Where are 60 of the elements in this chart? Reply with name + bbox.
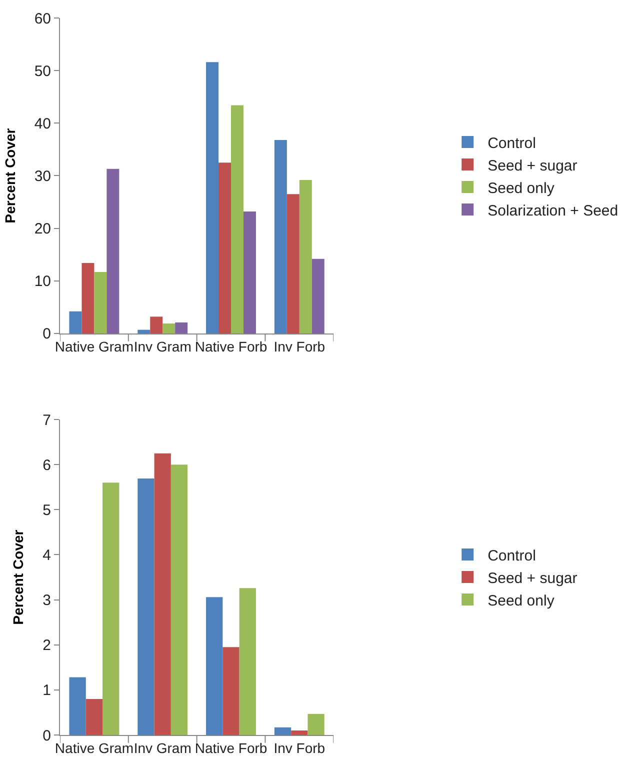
legend-label: Seed only bbox=[488, 180, 555, 197]
bar bbox=[162, 323, 176, 334]
bar bbox=[69, 311, 82, 334]
x-tick-label: Inv Forb bbox=[274, 338, 326, 354]
x-tick-label: Inv Gram bbox=[134, 338, 192, 354]
bar bbox=[206, 597, 223, 735]
legend-label: Seed + sugar bbox=[488, 570, 578, 587]
bar bbox=[274, 727, 292, 735]
bar bbox=[206, 62, 219, 334]
bar bbox=[239, 588, 256, 735]
bar bbox=[308, 714, 324, 735]
y-tick-label: 30 bbox=[34, 168, 51, 185]
y-tick-label: 20 bbox=[34, 220, 51, 238]
x-tick-label: Native Gram bbox=[54, 740, 134, 756]
y-tick-label: 3 bbox=[42, 592, 51, 610]
bar bbox=[291, 730, 308, 735]
bar bbox=[138, 478, 154, 735]
bar bbox=[231, 105, 244, 334]
bar bbox=[274, 140, 287, 334]
legend-label: Seed only bbox=[488, 592, 555, 610]
y-tick-label: 10 bbox=[34, 273, 51, 290]
bar bbox=[175, 322, 188, 334]
y-tick-label: 0 bbox=[42, 727, 51, 744]
bar bbox=[69, 677, 86, 735]
y-tick-label: 50 bbox=[34, 62, 51, 80]
bar bbox=[82, 263, 94, 334]
legend-label: Solarization + Seed bbox=[488, 202, 618, 220]
bar bbox=[150, 316, 163, 334]
bar bbox=[86, 698, 103, 735]
bar bbox=[222, 647, 240, 735]
x-tick-label: Inv Gram bbox=[134, 740, 192, 756]
bar bbox=[299, 180, 312, 334]
legend-label: Control bbox=[488, 547, 536, 564]
bar bbox=[154, 453, 171, 735]
y-tick-label: 6 bbox=[42, 456, 51, 474]
bar bbox=[243, 211, 256, 334]
y-tick-label: 1 bbox=[42, 682, 51, 700]
y-tick-label: 5 bbox=[42, 502, 51, 519]
x-tick-label: Native Forb bbox=[194, 338, 268, 354]
x-tick-label: Inv Forb bbox=[274, 740, 326, 756]
y-tick-label: 7 bbox=[42, 412, 51, 429]
bar bbox=[106, 168, 120, 334]
y-tick-label: 40 bbox=[34, 115, 51, 132]
x-tick-label: Native Gram bbox=[54, 338, 134, 354]
bar bbox=[94, 272, 107, 334]
bar bbox=[170, 464, 188, 735]
y-tick-label: 0 bbox=[42, 326, 51, 343]
x-tick-label: Native Forb bbox=[194, 740, 268, 756]
y-tick-label: 4 bbox=[42, 546, 51, 564]
legend-label: Seed + sugar bbox=[488, 157, 578, 174]
y-axis-title: Percent Cover bbox=[2, 128, 18, 224]
y-tick-label: 2 bbox=[42, 637, 51, 654]
y-axis-title: Percent Cover bbox=[10, 529, 26, 625]
bar bbox=[286, 194, 300, 334]
bar bbox=[138, 330, 150, 334]
legend-label: Control bbox=[488, 134, 536, 152]
bar bbox=[102, 482, 120, 735]
bar bbox=[218, 162, 231, 334]
bar bbox=[312, 258, 324, 334]
y-tick-label: 60 bbox=[34, 10, 51, 28]
